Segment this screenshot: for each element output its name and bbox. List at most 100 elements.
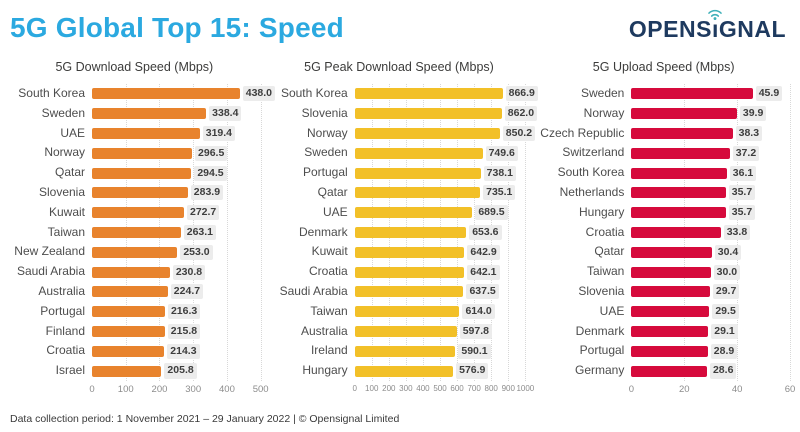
axis-tick-label: 200 bbox=[382, 383, 396, 393]
country-label: Portugal bbox=[302, 165, 348, 180]
bar-row: 642.1 bbox=[354, 262, 526, 282]
chart-body: Sweden Norway Czech Republic Switzerland Sou… bbox=[537, 84, 792, 381]
bar-row: 205.8 bbox=[92, 361, 261, 381]
bar bbox=[92, 207, 184, 219]
bar bbox=[92, 108, 207, 120]
bar-value-label: 689.5 bbox=[475, 205, 508, 221]
bar-value-label: 319.4 bbox=[202, 125, 236, 142]
bar-row: 294.5 bbox=[92, 163, 261, 183]
chart-title: 5G Peak Download Speed (Mbps) bbox=[304, 60, 494, 74]
bar-row: 224.7 bbox=[92, 282, 261, 302]
country-label: Norway bbox=[306, 125, 348, 140]
data-collection-note: Data collection period: 1 November 2021 … bbox=[10, 413, 400, 425]
bar bbox=[631, 246, 712, 258]
bar-value-label: 576.9 bbox=[456, 363, 489, 379]
bar-value-label: 590.1 bbox=[458, 343, 491, 359]
bar bbox=[92, 187, 188, 199]
bar bbox=[92, 306, 165, 318]
bar bbox=[631, 187, 726, 199]
country-label: Slovenia bbox=[38, 184, 85, 199]
bar-row: 850.2 bbox=[354, 124, 536, 144]
bar-value-label: 30.4 bbox=[714, 244, 742, 260]
country-label: Taiwan bbox=[586, 264, 625, 279]
bar-row: 35.7 bbox=[631, 203, 790, 223]
country-label: Hungary bbox=[302, 363, 348, 378]
gridline bbox=[226, 84, 228, 381]
gridline bbox=[525, 84, 527, 381]
bar-row: 590.1 bbox=[354, 341, 526, 361]
bar-value-label: 862.0 bbox=[504, 106, 538, 122]
bar bbox=[354, 88, 503, 100]
bar-row: 29.1 bbox=[631, 322, 790, 342]
bar-value-label: 253.0 bbox=[180, 244, 213, 260]
country-label: Croatia bbox=[585, 224, 625, 239]
logo-text-left: OPENS bbox=[628, 16, 712, 42]
bar-row: 39.9 bbox=[631, 104, 790, 124]
plot-area: 438.0 338.4 319.4 296.5 294.5 283.9 272.7 263.1… bbox=[92, 84, 276, 381]
bar-value-label: 735.1 bbox=[483, 185, 516, 201]
chart-upload-speed: 5G Upload Speed (Mbps) Sweden Norway Czech… bbox=[537, 60, 795, 400]
axis-tick-label: 100 bbox=[365, 383, 379, 393]
country-label: Portugal bbox=[40, 303, 85, 318]
bar-value-label: 215.8 bbox=[167, 323, 201, 340]
country-label: New Zealand bbox=[14, 244, 85, 259]
country-label: Sweden bbox=[304, 145, 348, 160]
wifi-signal-icon bbox=[708, 9, 723, 20]
country-label: Czech Republic bbox=[540, 125, 625, 140]
bar-value-label: 637.5 bbox=[466, 284, 499, 300]
x-axis: 0 100 200 300 400 500 bbox=[89, 383, 268, 400]
country-label: Netherlands bbox=[559, 184, 625, 199]
bar bbox=[92, 325, 165, 337]
bar bbox=[92, 286, 168, 298]
country-label: Slovenia bbox=[301, 105, 348, 120]
bar bbox=[92, 365, 162, 377]
country-label: Kuwait bbox=[311, 244, 348, 259]
bar-value-label: 614.0 bbox=[462, 304, 495, 320]
bar-row: 614.0 bbox=[354, 302, 526, 322]
category-labels: South Korea Sweden UAE Norway Qatar Slovenia K… bbox=[8, 84, 92, 381]
x-axis: 0 100 200 300 400 500 600 700 800 900 1000 bbox=[352, 383, 534, 400]
bar-value-label: 216.3 bbox=[167, 304, 201, 320]
country-label: UAE bbox=[599, 303, 625, 318]
bar bbox=[354, 246, 465, 258]
axis-tick-label: 0 bbox=[352, 383, 357, 393]
country-label: Norway bbox=[44, 145, 85, 160]
bar-row: 272.7 bbox=[92, 203, 261, 223]
bar bbox=[354, 147, 483, 159]
country-label: Norway bbox=[583, 105, 625, 120]
bar bbox=[354, 226, 467, 238]
bar-row: 642.9 bbox=[354, 242, 526, 262]
bar-value-label: 29.5 bbox=[712, 304, 739, 320]
country-label: South Korea bbox=[18, 86, 85, 100]
bar-row: 637.5 bbox=[354, 282, 526, 302]
bar-row: 30.4 bbox=[631, 242, 790, 262]
bar-value-label: 224.7 bbox=[170, 284, 204, 300]
bar-value-label: 33.8 bbox=[723, 224, 751, 241]
bar bbox=[354, 365, 454, 377]
axis-tick-label: 40 bbox=[731, 383, 743, 395]
bar bbox=[631, 306, 710, 318]
bar bbox=[631, 108, 737, 120]
bar-row: 749.6 bbox=[354, 143, 526, 163]
bar bbox=[354, 286, 464, 298]
bar-value-label: 866.9 bbox=[505, 86, 538, 102]
bar bbox=[354, 127, 500, 139]
axis-tick-label: 1000 bbox=[516, 383, 535, 393]
chart-title: 5G Upload Speed (Mbps) bbox=[592, 60, 735, 74]
country-label: Australia bbox=[38, 283, 85, 298]
bar-row: 215.8 bbox=[92, 322, 261, 342]
bar-value-label: 35.7 bbox=[728, 205, 756, 221]
axis-tick-label: 400 bbox=[219, 383, 235, 395]
axis-tick-label: 400 bbox=[416, 383, 430, 393]
bar-value-label: 653.6 bbox=[469, 224, 502, 241]
country-label: Saudi Arabia bbox=[279, 283, 348, 298]
axis-tick-label: 100 bbox=[117, 383, 134, 395]
bar-value-label: 338.4 bbox=[209, 106, 242, 122]
bar-value-label: 29.7 bbox=[712, 284, 740, 300]
country-label: Taiwan bbox=[310, 303, 348, 318]
bar bbox=[354, 207, 473, 219]
country-label: Sweden bbox=[580, 86, 625, 100]
bar bbox=[631, 147, 730, 159]
country-label: Slovenia bbox=[578, 283, 625, 298]
bar bbox=[354, 266, 465, 278]
